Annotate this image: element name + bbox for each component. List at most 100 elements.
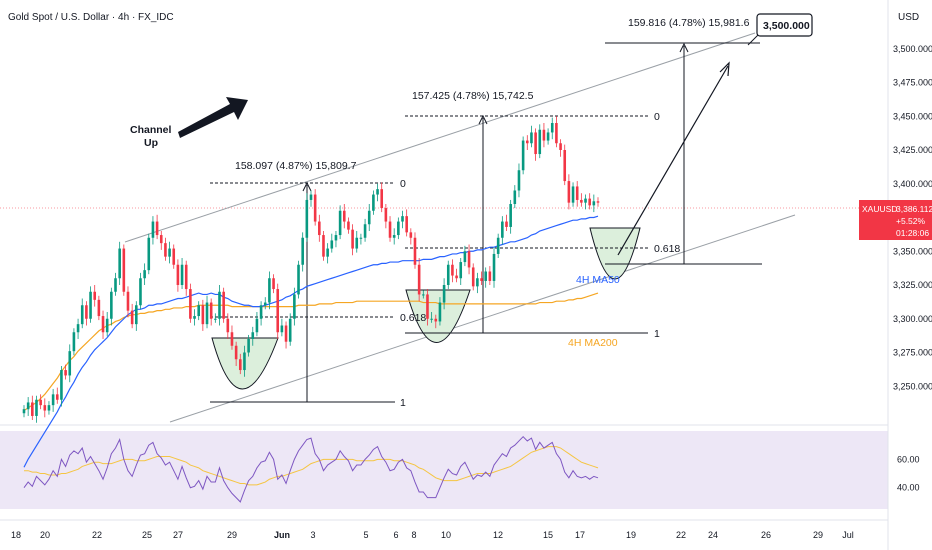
candle-body — [263, 302, 267, 306]
time-tick-label: Jul — [842, 530, 854, 540]
candle-body — [580, 199, 583, 203]
candle-body — [205, 302, 209, 325]
candle-body — [525, 140, 529, 144]
fib-1-label-b: 1 — [654, 328, 660, 340]
time-tick-label: Jun — [274, 530, 290, 540]
time-tick-label: 3 — [310, 530, 315, 540]
price-tick-label: 3,250.000 — [893, 381, 932, 391]
candle-body — [247, 339, 250, 353]
candle-body — [530, 132, 533, 144]
time-tick-label: 20 — [40, 530, 50, 540]
candle-body — [89, 291, 92, 319]
measure-2-label: 157.425 (4.78%) 15,742.5 — [412, 90, 534, 102]
price-axis-ticks: 3,250.000 3,275.000 3,300.000 3,325.000 3,35… — [893, 44, 932, 493]
candle-body — [72, 332, 76, 352]
candle-body — [534, 132, 537, 155]
candle-body — [347, 221, 350, 230]
candle-body — [189, 289, 192, 319]
price-tick-label: 3,300.000 — [893, 314, 932, 324]
candle-body — [85, 305, 88, 319]
candle-body — [176, 264, 180, 285]
candle-body — [151, 221, 155, 238]
time-tick-label: 8 — [411, 530, 416, 540]
channel-label-up: Up — [144, 137, 158, 149]
candle-body — [342, 210, 346, 222]
candle-body — [313, 194, 317, 222]
price-tick-label: 3,325.000 — [893, 280, 932, 290]
candle-body — [521, 140, 525, 171]
time-tick-label: 29 — [227, 530, 237, 540]
candle-body — [268, 278, 271, 303]
time-axis-ticks: 18 20 22 25 27 29 Jun 3 5 6 8 10 12 15 17 19 22 24 26 29 Jul — [11, 530, 854, 540]
time-tick-label: 22 — [92, 530, 102, 540]
time-tick-label: 15 — [543, 530, 553, 540]
candle-body — [355, 237, 359, 249]
projection-arrow — [617, 65, 729, 256]
price-tick-label: 3,275.000 — [893, 348, 932, 358]
time-tick-label: 19 — [626, 530, 636, 540]
candle-body — [110, 291, 113, 319]
time-tick-label: 10 — [441, 530, 451, 540]
candle-body — [168, 248, 171, 257]
candle-body — [80, 305, 84, 325]
time-tick-label: 25 — [142, 530, 152, 540]
target-label: 3,500.000 — [763, 20, 810, 32]
cup-shape-2 — [405, 289, 471, 343]
candle-body — [243, 352, 246, 371]
candle-body — [259, 305, 263, 319]
candle-body — [39, 399, 42, 406]
candle-body — [451, 264, 454, 276]
candle-body — [159, 235, 163, 244]
candle-body — [288, 318, 292, 342]
rsi-tick-label: 40.00 — [897, 483, 920, 493]
candle-body — [118, 248, 121, 279]
candle-body — [238, 359, 242, 371]
rsi-line — [23, 435, 599, 503]
candle-body — [496, 237, 500, 254]
candle-body — [226, 318, 230, 333]
candle-body — [197, 305, 200, 317]
badge-price: 3,386.112 — [896, 204, 932, 214]
measure-arrow-3-head — [679, 42, 689, 53]
time-tick-label: 18 — [11, 530, 21, 540]
candle-body — [326, 248, 329, 257]
cup-shape-3 — [589, 227, 641, 280]
candle-body — [446, 264, 450, 285]
candle-body — [130, 310, 134, 325]
candle-body — [297, 264, 300, 295]
candle-body — [413, 237, 417, 265]
candles-series — [22, 116, 600, 423]
candle-body — [164, 243, 167, 257]
candle-body — [571, 186, 575, 203]
fib-0618-label-b: 0.618 — [654, 243, 680, 255]
candle-body — [97, 299, 101, 317]
time-tick-label: 12 — [493, 530, 503, 540]
candle-body — [55, 394, 59, 400]
candle-body — [35, 399, 38, 416]
candle-body — [155, 221, 159, 236]
candle-body — [442, 285, 446, 303]
target-callout-box[interactable] — [756, 13, 813, 37]
candle-body — [492, 253, 496, 281]
candle-body — [26, 402, 30, 410]
candle-body — [255, 318, 259, 333]
candle-body — [284, 325, 288, 342]
symbol-title: Gold Spot / U.S. Dollar · 4h · FX_IDC — [8, 12, 174, 23]
candle-body — [430, 318, 433, 320]
candle-body — [384, 208, 388, 222]
candle-body — [463, 251, 467, 263]
candle-body — [147, 237, 151, 271]
measure-arrow-1-head — [302, 181, 312, 192]
candle-body — [272, 278, 275, 290]
candle-body — [596, 201, 600, 203]
ma200-line — [23, 292, 599, 412]
candle-body — [276, 289, 280, 333]
candle-body — [388, 221, 392, 238]
candle-body — [93, 291, 97, 300]
candle-body — [376, 189, 379, 195]
candle-body — [550, 123, 554, 133]
candle-body — [372, 194, 375, 211]
candle-body — [434, 318, 438, 322]
rsi-band — [0, 431, 888, 509]
